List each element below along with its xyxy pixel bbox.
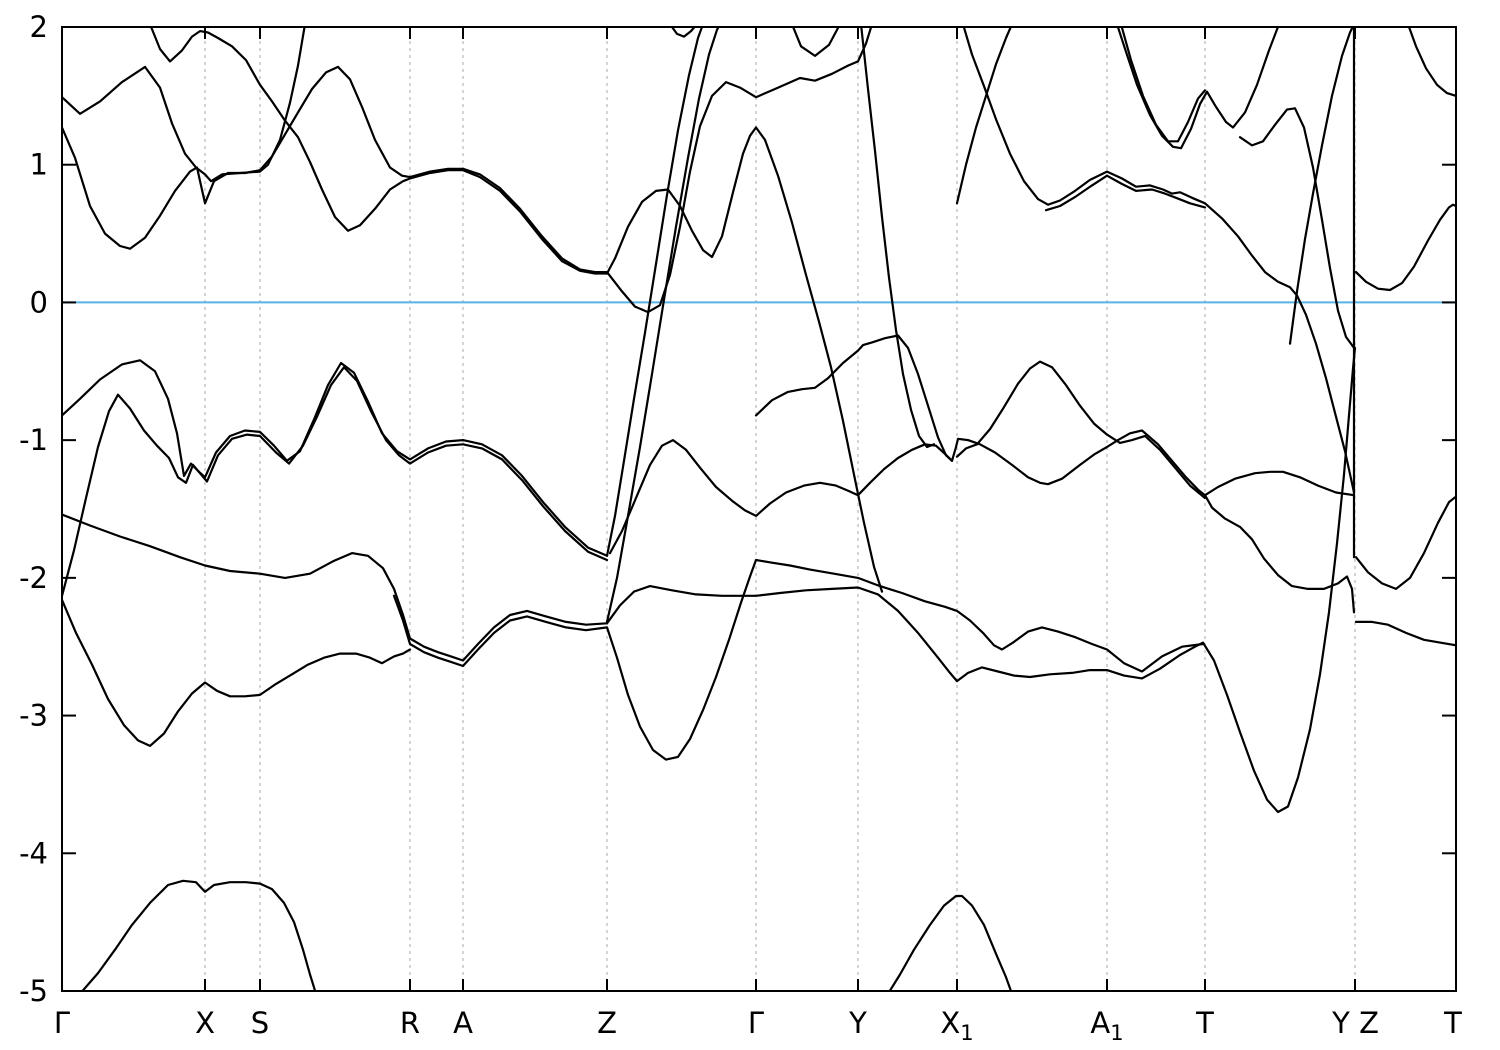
y-tick-label: 1 — [30, 148, 48, 182]
y-tick-label: 2 — [30, 10, 48, 44]
band-k — [1044, 174, 1207, 212]
band-c — [150, 28, 758, 275]
y-tick-label: -4 — [19, 836, 48, 870]
symmetry-point-label: R — [400, 1006, 420, 1040]
band-g — [608, 439, 954, 555]
band-steep-gamma2 — [754, 126, 884, 593]
symmetry-point-label: Y — [848, 1006, 867, 1040]
symmetry-point-label: Γ — [748, 1006, 764, 1040]
symmetry-point-label: Z — [597, 1006, 617, 1040]
band-d — [605, 28, 703, 557]
band-e — [605, 28, 720, 624]
band-low-2 — [889, 894, 1012, 990]
band-steep-yz — [1288, 28, 1354, 345]
band-dd — [63, 346, 1357, 814]
band-p2 — [1120, 28, 1207, 143]
band-ee — [392, 558, 1205, 761]
symmetry-point-label: X — [195, 1006, 215, 1040]
band-a — [63, 28, 306, 183]
band-steep-y — [860, 28, 936, 449]
symmetry-point-label: T — [1443, 1006, 1462, 1040]
band-curves — [63, 28, 1455, 990]
band-arc-2 — [792, 28, 840, 58]
band-right-3 — [1354, 203, 1455, 292]
symmetry-point-label: A1 — [1090, 1006, 1123, 1045]
band-ff — [63, 599, 412, 748]
band-c1 — [63, 359, 609, 557]
band-i — [962, 28, 1356, 494]
band-low-1 — [81, 879, 316, 990]
band-p1 — [1117, 28, 1279, 150]
symmetry-point-label: Z — [1359, 1006, 1379, 1040]
y-axis-labels: 2 1 0 -1 -2 -3 -4 -5 — [19, 10, 48, 1008]
band-arc-1 — [671, 28, 696, 38]
band-right-1 — [1354, 495, 1455, 591]
band-c2 — [63, 366, 609, 597]
band-h — [955, 360, 1207, 500]
y-tick-label: -1 — [19, 423, 48, 457]
symmetry-point-label: T — [1195, 1006, 1214, 1040]
y-tick-label: -5 — [19, 974, 48, 1008]
symmetry-point-label: A — [453, 1006, 473, 1040]
gridlines — [204, 27, 1356, 991]
tick-marks — [61, 26, 1457, 992]
symmetry-point-label: S — [251, 1006, 269, 1040]
band-b — [63, 28, 872, 314]
symmetry-point-label: Y — [1331, 1006, 1350, 1040]
y-tick-label: -3 — [19, 699, 48, 733]
symmetry-point-label: X1 — [940, 1006, 973, 1045]
y-tick-label: 0 — [30, 285, 48, 319]
band-right-2 — [1354, 620, 1455, 647]
band-f — [754, 334, 1356, 497]
y-tick-label: -2 — [19, 561, 48, 595]
band-td — [1203, 494, 1356, 614]
x-axis-labels: Γ X S R A Z Γ Y X1 A1 T Y Z T — [54, 1006, 1462, 1045]
band-right-4 — [1408, 28, 1455, 97]
symmetry-point-label: Γ — [54, 1006, 70, 1040]
plot-border — [61, 26, 1457, 992]
band-j — [955, 28, 1012, 205]
band-p4 — [1238, 107, 1356, 349]
